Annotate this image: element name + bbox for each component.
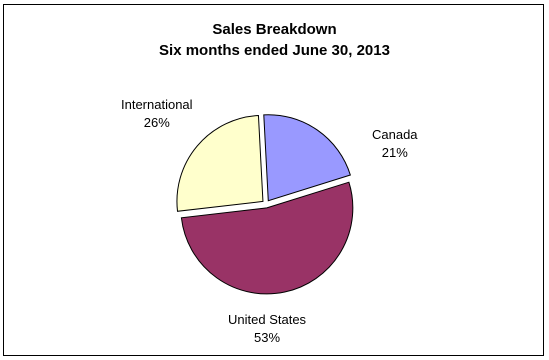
chart-subtitle: Six months ended June 30, 2013	[159, 42, 390, 59]
slice-label-international-name: International	[121, 97, 193, 112]
slice-label-united-states-pct: 53%	[254, 330, 281, 345]
slice-label-international: International 26%	[121, 96, 193, 132]
chart-title: Sales Breakdown	[212, 21, 337, 38]
slice-label-united-states: United States 53%	[228, 311, 306, 347]
pie-slice-international	[176, 115, 264, 212]
slice-label-international-pct: 26%	[143, 115, 170, 130]
pie-slice-canada	[263, 114, 351, 202]
pie-slice-united-states	[180, 181, 354, 295]
slice-label-canada: Canada 21%	[372, 126, 418, 162]
slice-label-canada-pct: 21%	[381, 145, 408, 160]
slice-label-canada-name: Canada	[372, 127, 418, 142]
slice-label-united-states-name: United States	[228, 312, 307, 327]
